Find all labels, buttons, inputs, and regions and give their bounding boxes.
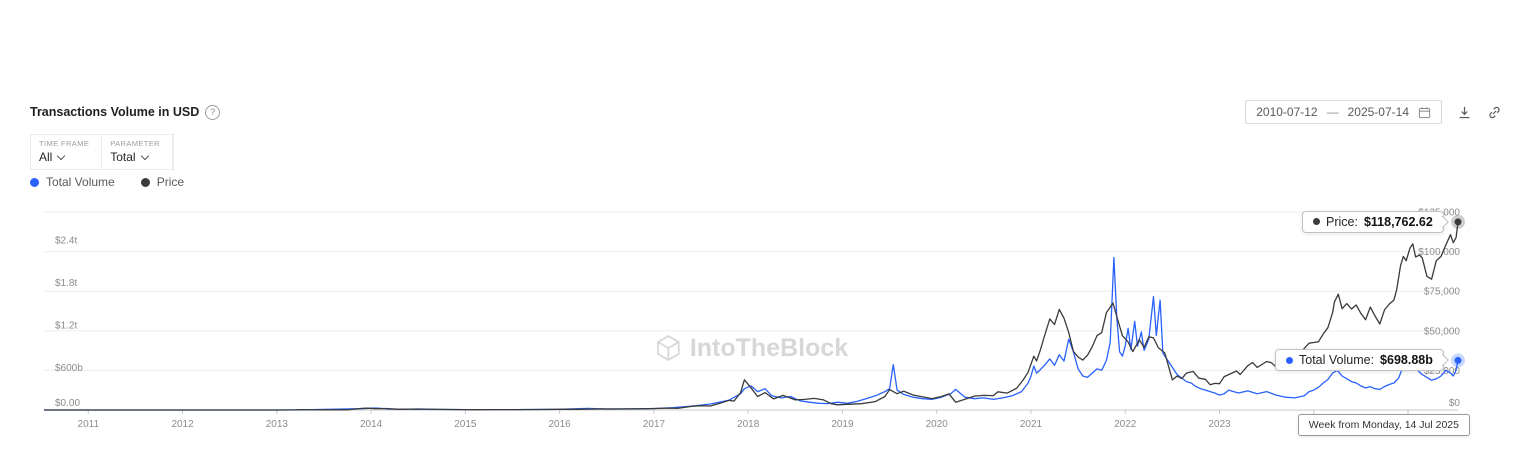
share-link-icon[interactable]: [1487, 105, 1502, 120]
filter-bar: TIME FRAME All PARAMETER Total: [30, 134, 174, 170]
right-axis-label: $50,000: [1424, 326, 1461, 337]
marker-dot: [1454, 218, 1462, 226]
legend-label: Total Volume: [46, 175, 115, 189]
page-title: Transactions Volume in USD: [30, 105, 200, 119]
legend-item-total-volume[interactable]: Total Volume: [30, 175, 115, 189]
x-tick-label: 2023: [1208, 419, 1231, 430]
series-total-volume: [44, 256, 1459, 411]
x-tick-label: 2012: [171, 419, 194, 430]
x-tick-label: 2016: [549, 419, 572, 430]
time-frame-dropdown[interactable]: TIME FRAME All: [31, 135, 103, 169]
help-icon[interactable]: ?: [205, 104, 221, 120]
date-from: 2010-07-12: [1256, 105, 1318, 119]
left-axis-label: $0.00: [55, 398, 80, 409]
parameter-label: PARAMETER: [110, 139, 160, 148]
left-axis-label: $600b: [55, 363, 83, 374]
time-frame-label: TIME FRAME: [39, 139, 90, 148]
price-dot-icon: [1313, 218, 1320, 226]
total-volume-tooltip-label: Total Volume:: [1299, 353, 1375, 368]
total-volume-tooltip-value: $698.88b: [1380, 353, 1433, 368]
price-tooltip-label: Price:: [1326, 214, 1358, 229]
header-controls: 2010-07-12 — 2025-07-14: [1245, 100, 1502, 124]
x-tick-label: 2017: [643, 419, 666, 430]
right-axis-label: $75,000: [1424, 287, 1461, 298]
price-tooltip: Price: $118,762.62: [1302, 210, 1444, 233]
intotheblock-logo-icon: [656, 335, 681, 362]
left-axis-label: $1.8t: [55, 278, 77, 289]
download-icon[interactable]: [1457, 105, 1472, 120]
watermark-text: IntoTheBlock: [689, 334, 849, 362]
x-tick-label: 2022: [1114, 419, 1137, 430]
total-volume-tooltip: Total Volume: $698.88b: [1275, 349, 1444, 372]
price-dot-icon: [140, 177, 150, 187]
right-axis-label: $100,000: [1418, 247, 1460, 258]
parameter-dropdown[interactable]: PARAMETER Total: [102, 135, 173, 169]
time-frame-value: All: [39, 150, 53, 164]
series-price: [44, 221, 1459, 411]
x-tick-label: 2013: [266, 419, 289, 430]
price-tooltip-value: $118,762.62: [1363, 214, 1433, 229]
date-tooltip: Week from Monday, 14 Jul 2025: [1297, 414, 1470, 436]
x-tick-label: 2015: [454, 419, 477, 430]
parameter-value: Total: [110, 150, 136, 164]
title-wrap: Transactions Volume in USD ?: [30, 104, 221, 120]
x-tick-label: 2018: [737, 419, 760, 430]
total-volume-dot-icon: [30, 177, 39, 187]
x-tick-label: 2011: [78, 419, 100, 430]
chart-legend: Total Volume Price: [30, 175, 184, 189]
date-to: 2025-07-14: [1347, 105, 1409, 119]
right-axis-label: $0: [1449, 398, 1461, 409]
x-tick-label: 2019: [831, 419, 854, 430]
marker-dot: [1454, 356, 1462, 364]
date-range-picker[interactable]: 2010-07-12 — 2025-07-14: [1245, 100, 1442, 124]
date-separator: —: [1326, 105, 1339, 119]
header: Transactions Volume in USD ? 2010-07-12 …: [30, 100, 1502, 124]
total-volume-dot-icon: [1286, 356, 1293, 364]
right-axis-label: $25,000: [1424, 366, 1461, 377]
calendar-icon: [1418, 106, 1431, 119]
left-axis-label: $1.2t: [55, 320, 77, 331]
x-tick-label: 2021: [1020, 419, 1043, 430]
intotheblock-watermark: IntoTheBlock: [656, 334, 848, 363]
x-tick-label: 2020: [926, 419, 949, 430]
x-tick-label: 2014: [360, 419, 383, 430]
legend-label: Price: [156, 175, 185, 189]
left-axis-label: $2.4t: [55, 235, 77, 246]
legend-item-price[interactable]: Price: [140, 175, 185, 189]
